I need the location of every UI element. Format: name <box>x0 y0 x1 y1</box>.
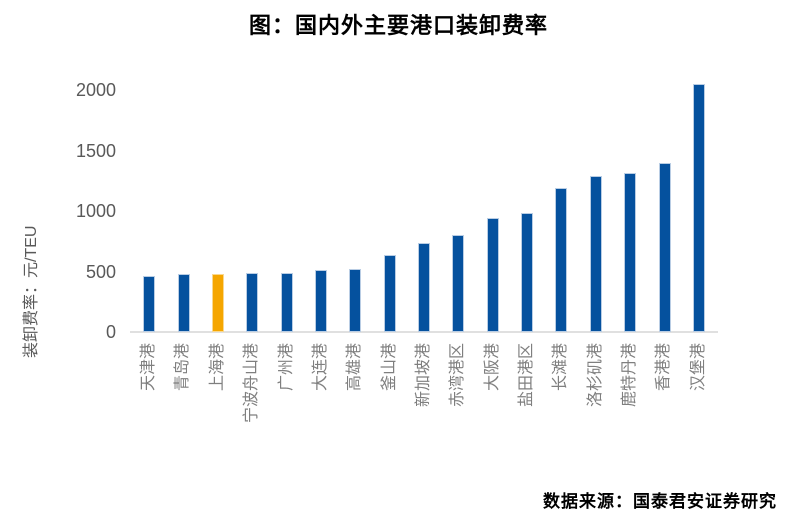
x-axis-label: 大阪港 <box>483 343 501 392</box>
y-axis-tick-label: 1000 <box>75 201 116 222</box>
x-axis-label: 天津港 <box>140 343 158 392</box>
bar <box>280 272 293 332</box>
x-axis-label: 上海港 <box>208 343 226 392</box>
x-axis-label: 汉堡港 <box>689 343 707 392</box>
bar <box>521 212 534 332</box>
bar <box>177 274 190 332</box>
x-axis-label: 青岛港 <box>174 343 192 392</box>
chart-title: 图：国内外主要港口装卸费率 <box>248 13 548 38</box>
bar <box>314 269 327 332</box>
y-axis-tick-label: 500 <box>85 261 116 282</box>
bar <box>486 217 499 332</box>
x-axis-label: 鹿特丹港 <box>621 343 639 408</box>
x-axis-labels: 天津港 青岛港 上海港 宁波舟山港 广州港 大连港 高雄港 釜山港 新加坡港 赤湾港区 大阪港 盐田港… <box>132 343 716 493</box>
bar <box>692 84 705 332</box>
x-axis-label: 长滩港 <box>552 343 570 392</box>
y-axis-ticks: 0 500 1000 1500 2000 <box>0 66 116 342</box>
x-axis-label: 宁波舟山港 <box>243 343 261 424</box>
x-axis-label: 香港港 <box>655 343 673 392</box>
bar <box>383 255 396 332</box>
plot-area <box>130 66 718 333</box>
x-axis-label: 广州港 <box>277 343 295 392</box>
x-axis-line <box>130 331 718 333</box>
x-axis-label: 新加坡港 <box>415 343 432 408</box>
bar <box>143 276 156 332</box>
bar-highlight <box>211 274 224 332</box>
bar <box>452 235 465 332</box>
bar <box>246 272 259 332</box>
x-axis-label: 赤湾港区 <box>449 343 467 408</box>
x-axis-label: 盐田港区 <box>518 343 536 408</box>
bar <box>589 176 602 332</box>
y-axis-tick-label: 1500 <box>75 140 116 161</box>
bar <box>418 242 430 332</box>
bar <box>624 173 637 332</box>
data-source: 数据来源：国泰君安证券研究 <box>543 492 777 511</box>
x-axis-label: 釜山港 <box>380 343 398 392</box>
y-axis-tick-label: 0 <box>105 322 116 342</box>
bar <box>658 163 671 332</box>
x-axis-label: 洛杉矶港 <box>586 343 604 408</box>
y-axis-tick-label: 2000 <box>75 80 116 101</box>
x-axis-label: 大连港 <box>311 343 329 392</box>
bar <box>555 188 568 332</box>
bar <box>349 268 362 332</box>
x-axis-label: 高雄港 <box>346 343 364 392</box>
